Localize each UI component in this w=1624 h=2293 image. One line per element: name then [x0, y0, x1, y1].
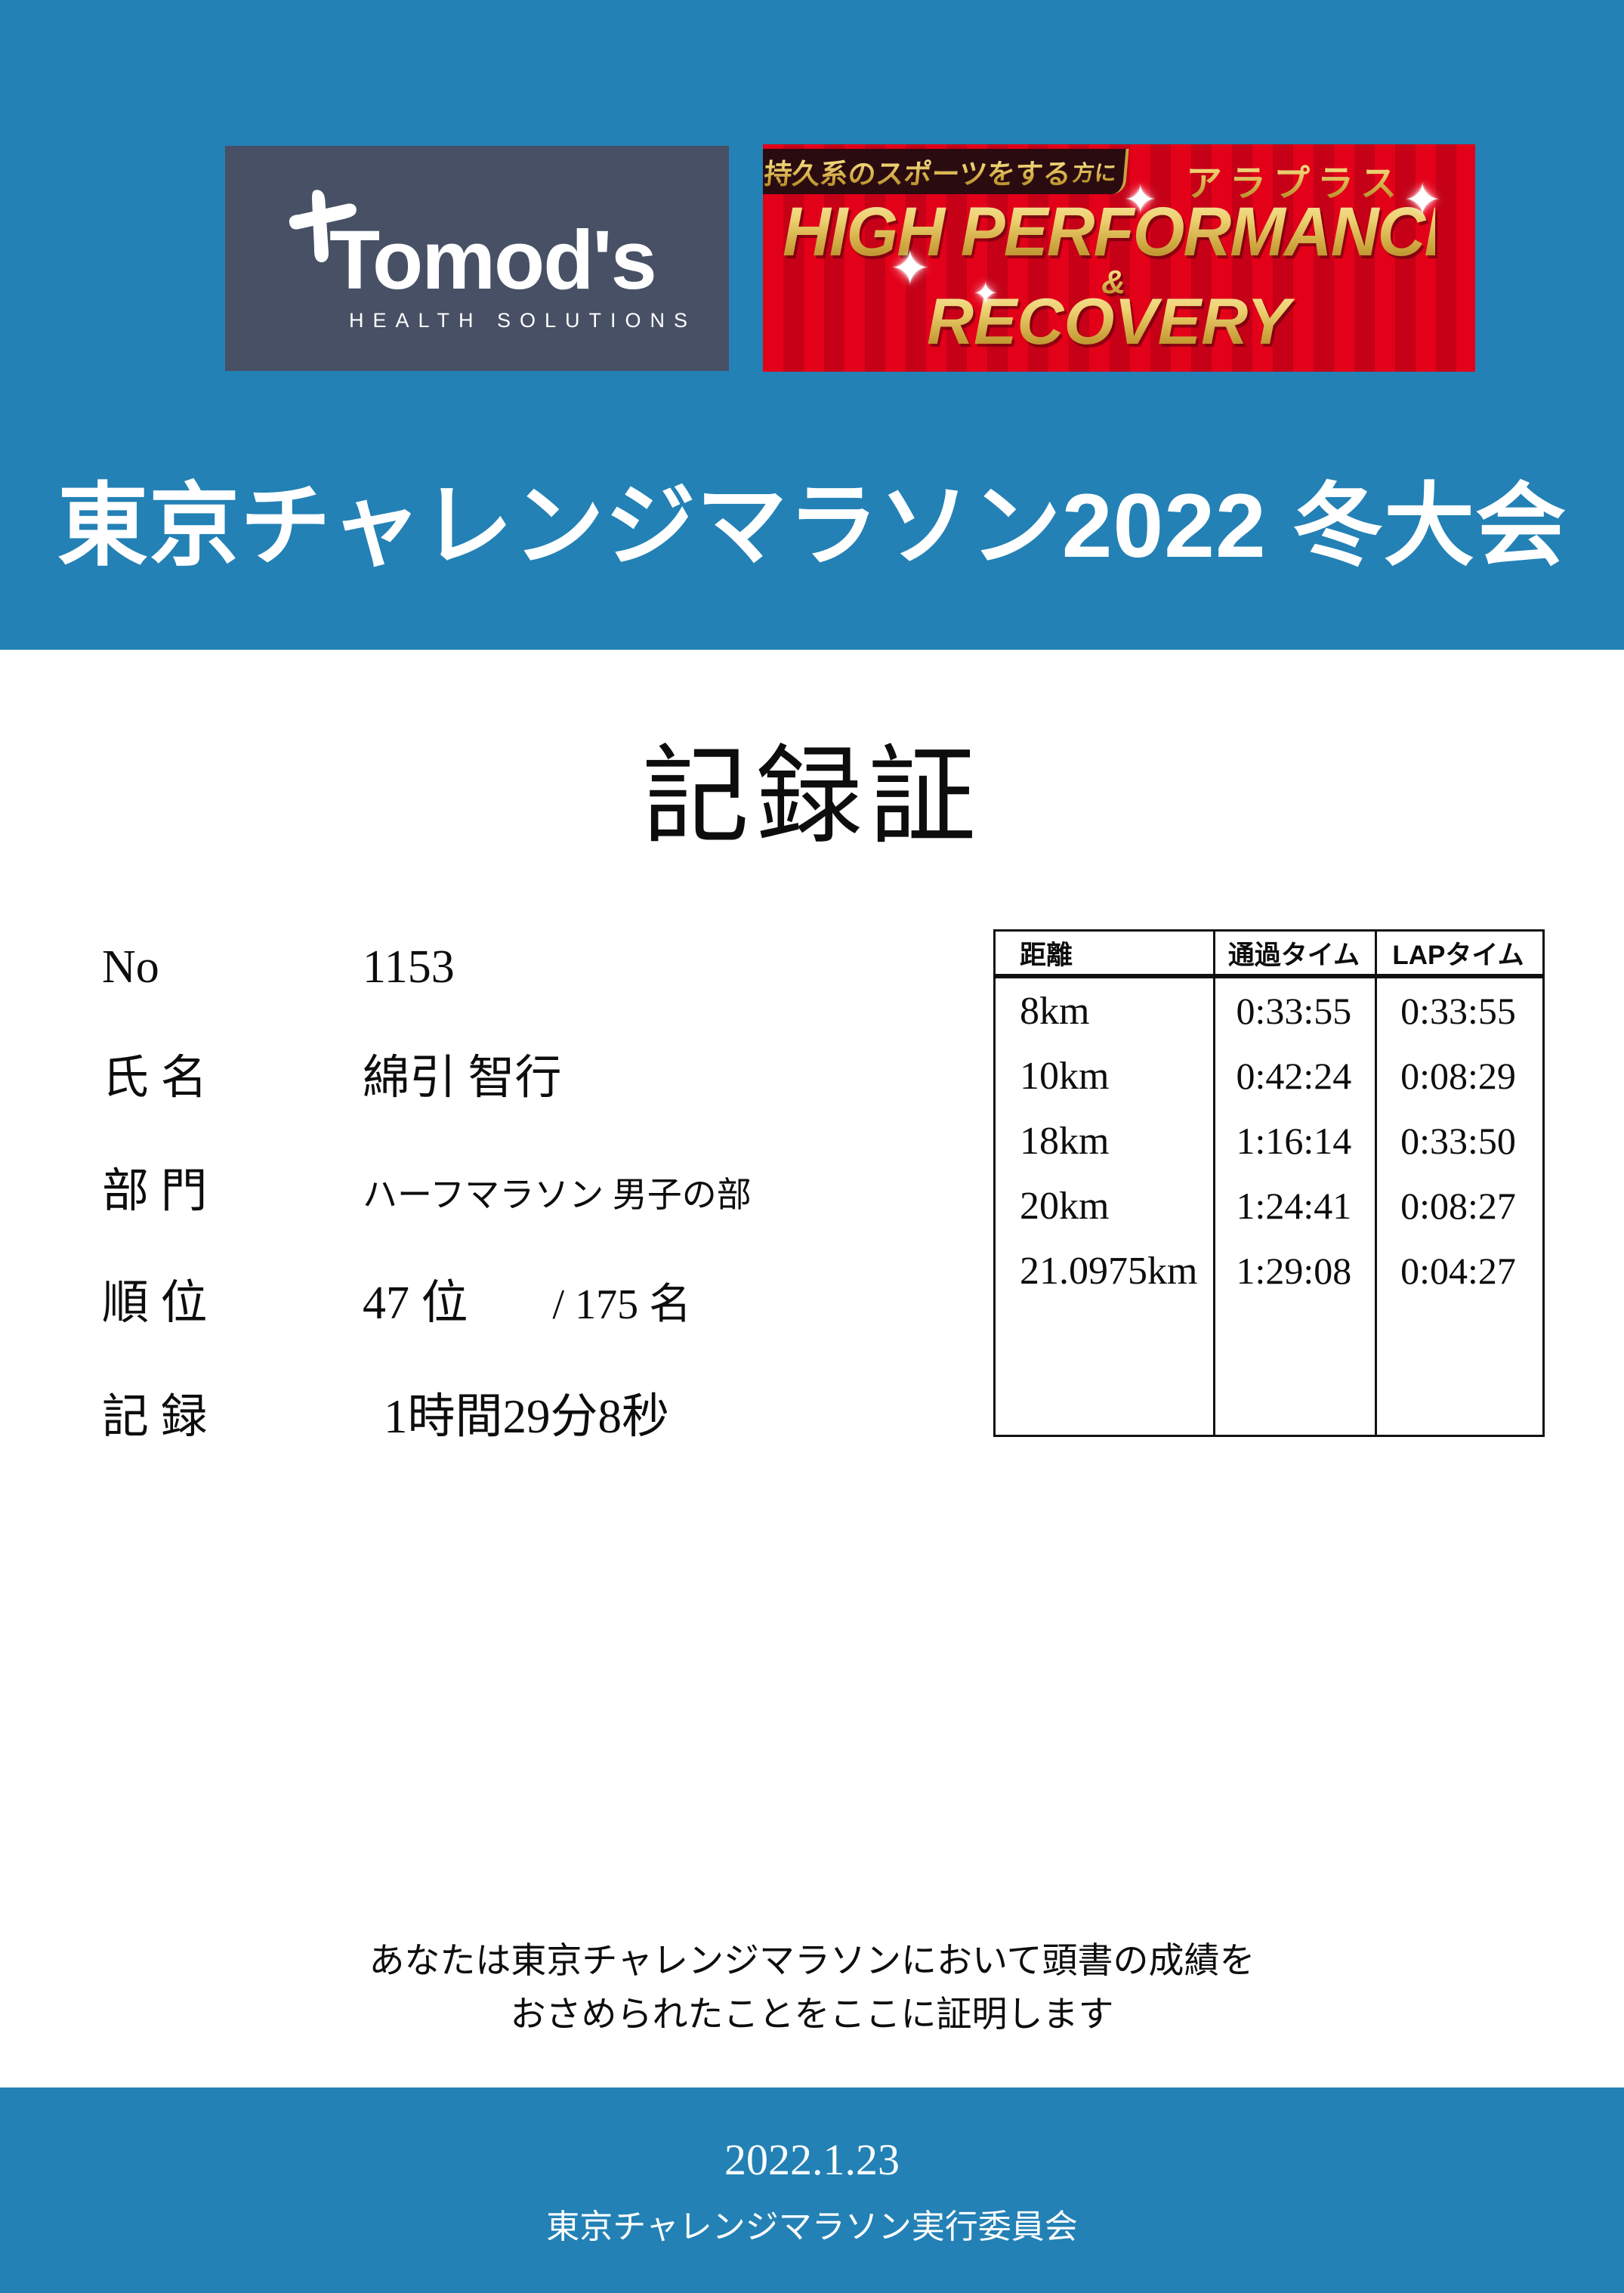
sparkle-icon: ✦: [973, 277, 999, 311]
pass-time-cell: 0:42:24: [1236, 1055, 1352, 1097]
field-label: 氏 名: [102, 1052, 208, 1104]
field-label: 記 録: [102, 1392, 208, 1443]
alaplus-ampersand-text: &: [1087, 264, 1140, 301]
table-row: 21.0975km 1:29:08 0:04:27: [996, 1238, 1542, 1303]
statement-line-2: おさめられたことをここに証明します: [510, 1995, 1114, 2035]
header-lap-time: LAPタイム: [1392, 940, 1524, 970]
sparkle-icon: ✦: [1124, 178, 1157, 222]
field-value: 1153: [363, 941, 455, 993]
split-distance-cell: 8km: [1020, 989, 1090, 1033]
sparkle-icon: ✦: [1403, 175, 1442, 225]
tomods-brand-text: Tomod's: [329, 214, 657, 307]
field-row-rank: 順 位 47 位 / 175 名: [102, 1275, 691, 1333]
pass-time-cell: 1:16:14: [1236, 1120, 1352, 1162]
field-value: 47 位: [363, 1278, 468, 1329]
tomods-tagline-text: HEALTH SOLUTIONS: [349, 309, 697, 332]
header-pass-time: 通過タイム: [1227, 940, 1360, 970]
organizer-name: 東京チャレンジマラソン実行委員会: [546, 2208, 1078, 2245]
pass-time-cell: 1:24:41: [1236, 1185, 1352, 1227]
sparkle-icon: ✦: [890, 241, 931, 295]
event-title: 東京チャレンジマラソン2022 冬大会: [57, 475, 1567, 576]
table-row: 10km 0:42:24 0:08:29: [996, 1043, 1542, 1108]
split-distance-cell: 21.0975km: [1020, 1249, 1198, 1293]
tomods-cross-icon: [289, 190, 357, 263]
table-column-divider: [1213, 932, 1215, 1435]
alaplus-badge-main-text: 持久系のスポーツをする: [763, 151, 1073, 192]
lap-time-cell: 0:33:55: [1400, 990, 1516, 1032]
field-label: No: [102, 941, 159, 993]
header-distance: 距離: [1020, 940, 1073, 970]
alaplus-high-performance-text: HIGH PERFORMANCE: [783, 193, 1468, 270]
pass-time-cell: 1:29:08: [1236, 1250, 1352, 1292]
event-date: 2022.1.23: [724, 2135, 900, 2184]
statement-line-1: あなたは東京チャレンジマラソンにおいて頭書の成績を: [369, 1942, 1255, 1981]
field-value-total: / 175 名: [552, 1281, 692, 1328]
footer-band: 2022.1.23 東京チャレンジマラソン実行委員会: [0, 2087, 1624, 2293]
tomods-logo: Tomod's HEALTH SOLUTIONS: [225, 146, 729, 371]
table-row: 18km 1:16:14 0:33:50: [996, 1108, 1542, 1173]
field-value: 1時間29分8秒: [384, 1390, 669, 1443]
field-row-record: 記 録 1時間29分8秒: [102, 1389, 669, 1445]
field-label: 部 門: [102, 1166, 208, 1217]
pass-time-cell: 0:33:55: [1236, 990, 1352, 1032]
alaplus-brand-text: アラプラス: [1186, 153, 1404, 206]
field-label: 順 位: [102, 1278, 208, 1329]
table-body: 8km 0:33:55 0:33:55 10km 0:42:24 0:08:29…: [996, 978, 1542, 1303]
lap-time-cell: 0:08:29: [1400, 1055, 1516, 1097]
field-value: 綿引 智行: [363, 1052, 562, 1104]
field-row-name: 氏 名 綿引 智行: [102, 1050, 562, 1106]
table-row: 8km 0:33:55 0:33:55: [996, 978, 1542, 1043]
alaplus-logo: 持久系のスポーツをする 方に アラプラス HIGH PERFORMANCE & …: [763, 144, 1475, 372]
field-row-number: No 1153: [102, 939, 455, 995]
splits-table: 距離 通過タイム LAPタイム 8km 0:33:55 0:33:55 10km…: [993, 929, 1545, 1437]
alaplus-badge-small-text: 方に: [1071, 156, 1118, 187]
header-band: Tomod's HEALTH SOLUTIONS 持久系のスポーツをする 方に …: [0, 0, 1624, 650]
table-column-divider: [1375, 932, 1377, 1435]
alaplus-recovery-text: RECOVERY: [763, 285, 1465, 360]
field-value: ハーフマラソン 男子の部: [363, 1176, 752, 1214]
lap-time-cell: 0:33:50: [1400, 1120, 1516, 1162]
split-distance-cell: 10km: [1020, 1054, 1110, 1098]
table-row: 20km 1:24:41 0:08:27: [996, 1173, 1542, 1238]
alaplus-badge: 持久系のスポーツをする 方に: [763, 149, 1129, 194]
lap-time-cell: 0:04:27: [1400, 1250, 1516, 1292]
lap-time-cell: 0:08:27: [1400, 1185, 1516, 1227]
table-header-row: 距離 通過タイム LAPタイム: [996, 932, 1542, 978]
split-distance-cell: 18km: [1020, 1119, 1110, 1163]
split-distance-cell: 20km: [1020, 1184, 1110, 1228]
field-row-division: 部 門 ハーフマラソン 男子の部: [102, 1163, 752, 1223]
certificate-heading: 記録証: [642, 737, 982, 857]
